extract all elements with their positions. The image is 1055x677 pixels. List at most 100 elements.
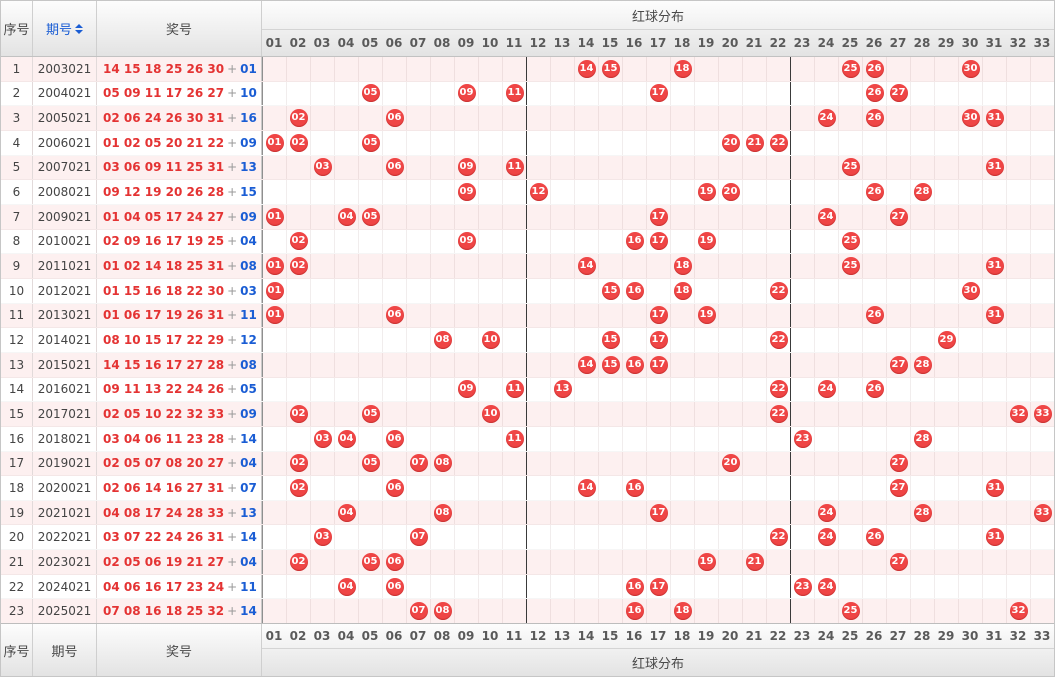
red-ball: 16	[625, 602, 644, 621]
grid-cell: 06	[383, 303, 407, 328]
grid-cell	[983, 278, 1007, 303]
grid-cell	[431, 402, 455, 426]
grid-cell	[527, 106, 551, 130]
grid-cell: 28	[911, 352, 935, 377]
red-ball: 24	[817, 380, 836, 399]
grid-cell	[863, 328, 887, 352]
red-ball: 04	[337, 503, 356, 522]
grid-cell	[359, 500, 383, 525]
grid-cell	[287, 180, 311, 204]
grid-cell	[263, 599, 287, 624]
table-row: 21 2023021 02 05 06 19 21 27 +04 02 05 06 19 21 2…	[1, 550, 1054, 575]
grid-cell	[1031, 82, 1054, 106]
grid-cell	[839, 130, 863, 155]
grid-cell	[911, 155, 935, 180]
row-seq: 21	[1, 550, 33, 574]
grid-cell	[311, 599, 335, 624]
grid-cell: 02	[287, 550, 311, 574]
red-ball: 17	[649, 207, 668, 226]
grid-cell	[527, 451, 551, 476]
column-label: 31	[985, 629, 1003, 643]
grid-cell	[863, 451, 887, 476]
grid-cell	[647, 130, 671, 155]
grid-cell	[263, 476, 287, 500]
grid-cell	[983, 229, 1007, 254]
grid-cell	[863, 204, 887, 229]
grid-cell	[479, 130, 503, 155]
red-ball: 08	[433, 454, 452, 473]
grid-cell: 29	[935, 328, 959, 352]
grid-cell	[383, 180, 407, 204]
grid-cell: 07	[407, 599, 431, 624]
grid-cell	[503, 303, 527, 328]
column-label: 17	[649, 36, 667, 50]
prize-red-numbers: 03 06 09 11 25 31	[103, 160, 225, 175]
grid-cell	[743, 180, 767, 204]
header-period-label: 期号	[45, 23, 72, 38]
grid-cell: 09	[455, 229, 479, 254]
column-label: 03	[313, 36, 331, 50]
grid-cell	[671, 500, 695, 525]
grid-cell	[431, 525, 455, 550]
grid-cell	[791, 328, 815, 352]
grid-cell	[383, 130, 407, 155]
grid-cell	[959, 476, 983, 500]
grid-cell	[839, 574, 863, 599]
grid-cell	[791, 352, 815, 377]
prize-plus-sign: +	[227, 333, 238, 348]
grid-cell	[695, 352, 719, 377]
grid-cell	[959, 328, 983, 352]
distribution-grid-row: 03 06 09 11 25 31	[262, 155, 1054, 180]
grid-cell: 27	[887, 476, 911, 500]
grid-cell	[431, 303, 455, 328]
grid-cell	[839, 476, 863, 500]
grid-cell	[623, 155, 647, 180]
grid-cell: 31	[983, 106, 1007, 130]
grid-cell	[575, 278, 599, 303]
red-ball: 30	[961, 109, 980, 128]
grid-cell	[287, 204, 311, 229]
red-ball: 08	[433, 602, 452, 621]
grid-cell	[479, 204, 503, 229]
grid-cell	[383, 278, 407, 303]
row-period: 2012021	[33, 278, 97, 303]
prize-blue-number: 15	[240, 185, 257, 200]
grid-cell	[935, 574, 959, 599]
grid-cell	[767, 476, 791, 500]
grid-cell	[335, 451, 359, 476]
grid-cell: 19	[695, 229, 719, 254]
grid-cell	[935, 599, 959, 624]
grid-cell	[863, 500, 887, 525]
grid-cell	[815, 254, 839, 278]
grid-cell	[695, 254, 719, 278]
grid-cell	[599, 254, 623, 278]
grid-cell	[527, 204, 551, 229]
grid-cell	[959, 81, 983, 106]
prize-plus-sign: +	[227, 456, 238, 471]
grid-cell	[1031, 131, 1054, 155]
grid-cell: 01	[263, 303, 287, 328]
red-ball: 06	[385, 306, 404, 325]
grid-cell	[527, 550, 551, 574]
grid-cell	[1031, 230, 1054, 254]
grid-cell	[359, 155, 383, 180]
grid-cell	[623, 500, 647, 525]
grid-cell	[623, 204, 647, 229]
red-ball: 26	[865, 59, 884, 78]
grid-cell: 24	[815, 525, 839, 550]
grid-cell	[431, 106, 455, 130]
red-ball: 17	[649, 503, 668, 522]
header-period-sort[interactable]: 期号	[33, 1, 97, 56]
grid-cell	[311, 278, 335, 303]
grid-cell	[407, 180, 431, 204]
grid-cell	[599, 476, 623, 500]
distribution-grid-row: 02 05 10 22 32 33	[262, 402, 1054, 426]
grid-cell	[791, 106, 815, 130]
grid-cell	[407, 106, 431, 130]
grid-cell	[959, 574, 983, 599]
grid-cell	[599, 599, 623, 624]
grid-cell: 05	[359, 204, 383, 229]
prize-red-numbers: 01 02 14 18 25 31	[103, 259, 225, 274]
grid-cell: 31	[983, 155, 1007, 180]
grid-cell: 32	[1007, 402, 1031, 426]
